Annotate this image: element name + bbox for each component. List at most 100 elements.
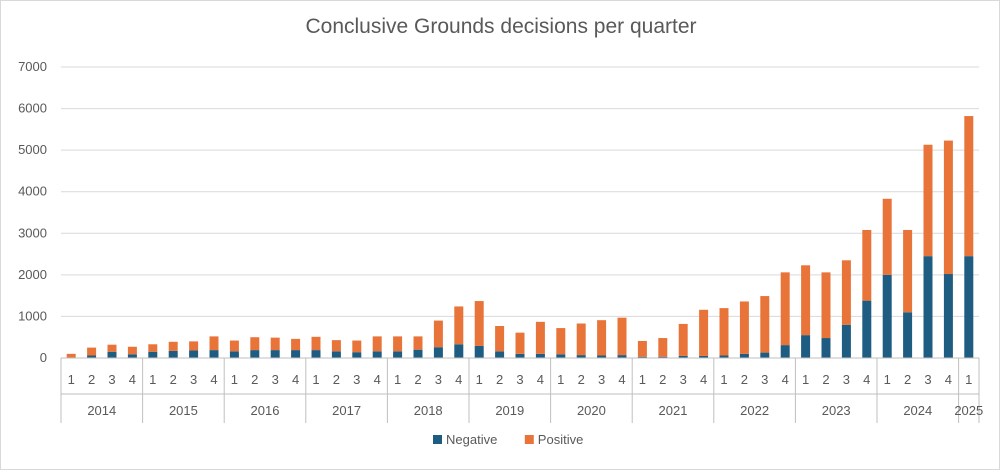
bar-negative	[291, 350, 300, 358]
bar-negative	[536, 354, 545, 358]
x-tick-quarter: 3	[680, 372, 687, 387]
bar-positive	[454, 306, 463, 344]
bar-negative	[148, 352, 157, 358]
bar-negative	[516, 354, 525, 358]
bar-positive	[597, 320, 606, 355]
legend-label-positive: Positive	[538, 432, 584, 447]
bar-positive	[108, 345, 117, 352]
bar-positive	[434, 321, 443, 348]
y-tick-label: 1000	[18, 308, 47, 323]
bar-positive	[189, 341, 198, 350]
x-tick-quarter: 2	[251, 372, 258, 387]
x-tick-year: 2023	[822, 403, 851, 418]
x-tick-year: 2014	[87, 403, 116, 418]
bar-negative	[781, 345, 790, 358]
x-tick-quarter: 3	[353, 372, 360, 387]
bar-positive	[87, 348, 96, 356]
bar-positive	[475, 301, 484, 346]
bar-positive	[781, 272, 790, 345]
bar-positive	[862, 230, 871, 301]
bar-positive	[760, 296, 769, 353]
x-tick-year: 2017	[332, 403, 361, 418]
x-tick-quarter: 3	[435, 372, 442, 387]
x-tick-year: 2024	[903, 403, 932, 418]
bars	[67, 116, 974, 358]
bar-positive	[924, 145, 933, 256]
x-tick-quarter: 4	[129, 372, 136, 387]
bar-negative	[454, 344, 463, 358]
x-tick-quarter: 1	[476, 372, 483, 387]
x-tick-quarter: 1	[231, 372, 238, 387]
bar-positive	[414, 336, 423, 349]
x-tick-quarter: 4	[618, 372, 625, 387]
x-tick-quarter: 3	[516, 372, 523, 387]
bar-negative	[250, 350, 259, 358]
x-tick-quarter: 1	[884, 372, 891, 387]
bar-negative	[189, 351, 198, 358]
bar-negative	[210, 350, 219, 358]
x-tick-quarter: 4	[945, 372, 952, 387]
bar-positive	[352, 341, 361, 353]
x-tick-quarter: 2	[170, 372, 177, 387]
bar-negative	[903, 312, 912, 358]
x-tick-quarter: 1	[802, 372, 809, 387]
bar-negative	[801, 335, 810, 358]
x-tick-quarter: 1	[68, 372, 75, 387]
bar-negative	[169, 351, 178, 358]
bar-negative	[944, 274, 953, 358]
bar-positive	[944, 141, 953, 274]
x-tick-year: 2022	[740, 403, 769, 418]
bar-positive	[312, 337, 321, 350]
bar-positive	[679, 324, 688, 356]
bar-negative	[108, 352, 117, 358]
bar-negative	[556, 354, 565, 358]
bar-positive	[883, 199, 892, 275]
x-tick-quarter: 2	[904, 372, 911, 387]
y-tick-label: 7000	[18, 59, 47, 74]
bar-negative	[495, 351, 504, 358]
bar-positive	[128, 347, 137, 354]
x-tick-quarter: 4	[700, 372, 707, 387]
bar-positive	[618, 318, 627, 355]
x-tick-quarter: 4	[782, 372, 789, 387]
bar-positive	[250, 337, 259, 350]
bar-positive	[291, 339, 300, 350]
x-tick-year: 2020	[577, 403, 606, 418]
bar-positive	[658, 338, 667, 357]
x-tick-quarter: 2	[822, 372, 829, 387]
x-tick-quarter: 4	[863, 372, 870, 387]
y-tick-label: 0	[40, 350, 47, 365]
bar-negative	[964, 256, 973, 358]
y-tick-label: 4000	[18, 184, 47, 199]
bar-positive	[964, 116, 973, 256]
x-tick-quarter: 1	[312, 372, 319, 387]
x-tick-quarter: 1	[149, 372, 156, 387]
x-tick-quarter: 2	[414, 372, 421, 387]
bar-negative	[924, 256, 933, 358]
gridlines	[61, 67, 979, 358]
bar-positive	[822, 272, 831, 338]
x-tick-quarter: 3	[761, 372, 768, 387]
x-tick-quarter: 3	[598, 372, 605, 387]
x-tick-year: 2021	[659, 403, 688, 418]
bar-positive	[577, 323, 586, 355]
x-tick-quarter: 3	[272, 372, 279, 387]
x-tick-quarter: 4	[292, 372, 299, 387]
bar-positive	[801, 265, 810, 335]
legend-swatch-positive	[525, 435, 534, 444]
x-tick-quarter: 1	[639, 372, 646, 387]
bar-positive	[536, 322, 545, 354]
bar-positive	[495, 326, 504, 351]
bar-positive	[332, 340, 341, 351]
bar-negative	[271, 350, 280, 358]
bar-positive	[230, 341, 239, 352]
bar-positive	[148, 344, 157, 351]
legend-swatch-negative	[433, 435, 442, 444]
bar-positive	[638, 341, 647, 357]
x-tick-quarter: 2	[659, 372, 666, 387]
